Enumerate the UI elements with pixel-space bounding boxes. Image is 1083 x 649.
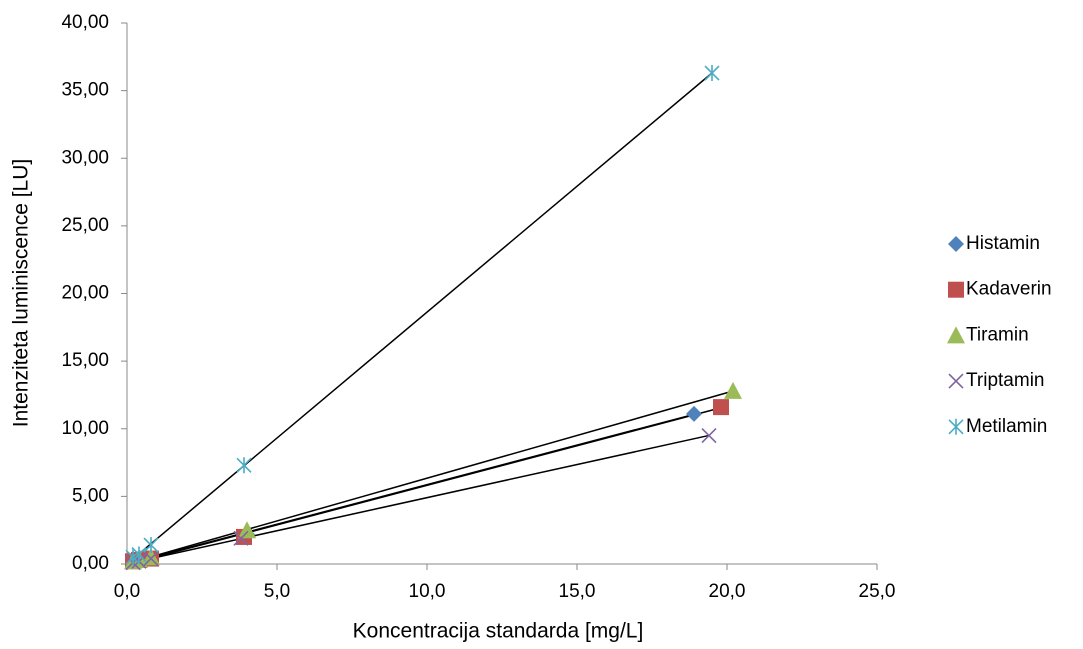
legend-marker (948, 281, 964, 298)
legend-label: Histamin (966, 233, 1040, 254)
y-tick-label: 20,00 (61, 283, 109, 304)
marker (143, 537, 159, 554)
x-tick-label: 20,0 (709, 581, 746, 602)
marker (236, 457, 252, 474)
marker (686, 405, 702, 422)
marker (233, 530, 249, 546)
y-axis-title: Intenziteta luminiscence [LU] (10, 159, 33, 427)
trendline (132, 407, 722, 564)
x-tick-label: 25,0 (859, 581, 896, 602)
legend-label: Triptamin (966, 370, 1044, 391)
marker (713, 399, 729, 416)
y-tick-label: 10,00 (61, 418, 109, 439)
x-tick-label: 5,0 (264, 581, 290, 602)
trendline (132, 72, 713, 560)
y-tick-label: 30,00 (61, 147, 109, 168)
marker (704, 65, 720, 82)
y-tick-label: 35,00 (61, 80, 109, 101)
y-tick-label: 40,00 (61, 12, 109, 33)
legend-marker (948, 236, 964, 252)
trendline (132, 390, 734, 563)
marker (724, 381, 742, 399)
legend-marker (948, 373, 964, 389)
x-axis-title: Koncentracija standarda [mg/L] (353, 620, 644, 643)
legend-label: Kadaverin (966, 279, 1052, 300)
y-tick-label: 5,00 (72, 485, 109, 506)
trendline (132, 434, 710, 564)
x-tick-label: 10,0 (409, 581, 446, 602)
marker (701, 427, 717, 444)
x-tick-label: 15,0 (559, 581, 596, 602)
legend-label: Tiramin (966, 324, 1029, 345)
marker (131, 546, 147, 563)
legend-marker (948, 418, 964, 435)
y-tick-label: 0,00 (72, 553, 109, 574)
legend-marker (947, 326, 965, 344)
marker (238, 521, 256, 539)
x-tick-label: 0,0 (114, 581, 140, 602)
y-tick-label: 25,00 (61, 215, 109, 236)
y-tick-label: 15,00 (61, 350, 109, 371)
legend-label: Metilamin (966, 416, 1047, 437)
marker (143, 551, 159, 567)
